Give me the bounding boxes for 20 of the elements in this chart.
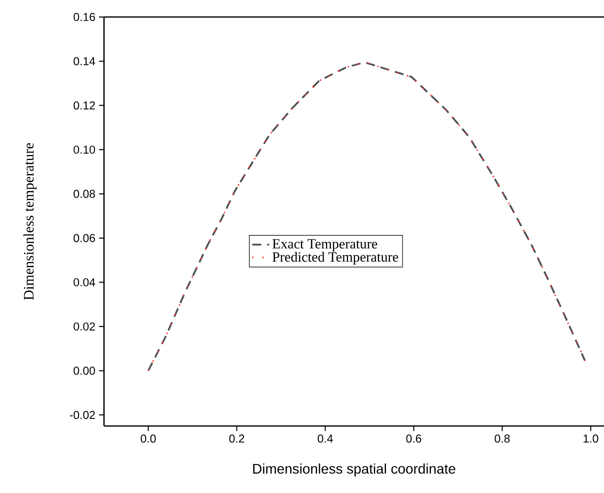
y-tick-label: 0.14 <box>74 57 96 66</box>
x-tick-label: 0.2 <box>229 434 244 443</box>
y-tick-label: 0.00 <box>74 366 96 375</box>
y-tick-label: 0.12 <box>74 101 95 110</box>
y-tick-label: 0.08 <box>74 190 95 198</box>
legend-label: Exact Temperature <box>272 239 378 252</box>
x-tick-label: 0.4 <box>318 434 333 443</box>
y-tick-label: 0.06 <box>74 234 95 242</box>
x-tick-label: 0.6 <box>406 434 422 443</box>
x-tick-label: 1.0 <box>584 434 598 443</box>
y-tick-label: 0.16 <box>74 12 95 22</box>
y-tick-label: -0.02 <box>70 410 95 419</box>
y-tick-label: 0.10 <box>74 146 96 154</box>
x-axis-title: Dimensionless spatial coordinate <box>253 463 456 476</box>
y-axis-title: Dimensionless temperature <box>23 143 37 300</box>
x-tick-label: 0.0 <box>140 434 156 443</box>
y-tick-label: 0.02 <box>74 322 95 331</box>
legend-label: Predicted Temperature <box>272 252 398 265</box>
y-tick-label: 0.04 <box>74 278 96 286</box>
x-tick-label: 0.8 <box>494 434 510 443</box>
